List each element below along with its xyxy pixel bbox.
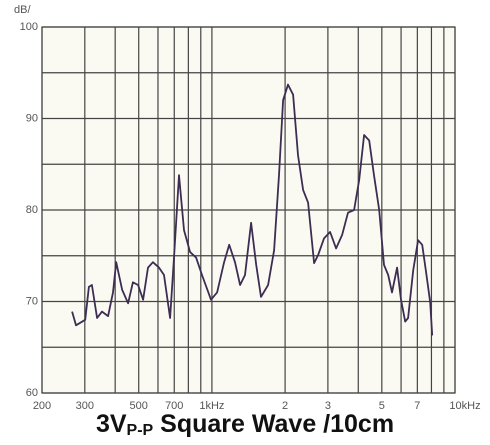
title-rest: Square Wave /10cm bbox=[153, 410, 394, 438]
x-tick-label: 500 bbox=[130, 400, 148, 412]
y-tick-label: 70 bbox=[26, 295, 38, 307]
x-tick-label: 5 bbox=[379, 400, 385, 412]
x-tick-label: 300 bbox=[76, 400, 94, 412]
series-line bbox=[71, 83, 434, 336]
x-tick-label: 3 bbox=[325, 400, 331, 412]
title-subscript: P-P bbox=[127, 422, 154, 439]
x-tick-label: 700 bbox=[165, 400, 183, 412]
y-axis-label: dB/ bbox=[14, 4, 31, 16]
y-tick-label: 100 bbox=[20, 21, 38, 33]
title-main: 3V bbox=[96, 410, 127, 438]
chart-title: 3VP-P Square Wave /10cm bbox=[96, 410, 394, 440]
x-tick-label: 10kHz bbox=[449, 400, 480, 412]
x-tick-label: 1kHz bbox=[199, 400, 224, 412]
x-tick-label: 200 bbox=[33, 400, 51, 412]
y-tick-label: 80 bbox=[26, 204, 38, 216]
y-tick-label: 90 bbox=[26, 112, 38, 124]
x-tick-label: 2 bbox=[282, 400, 288, 412]
x-tick-label: 7 bbox=[414, 400, 420, 412]
y-tick-label: 60 bbox=[26, 387, 38, 399]
